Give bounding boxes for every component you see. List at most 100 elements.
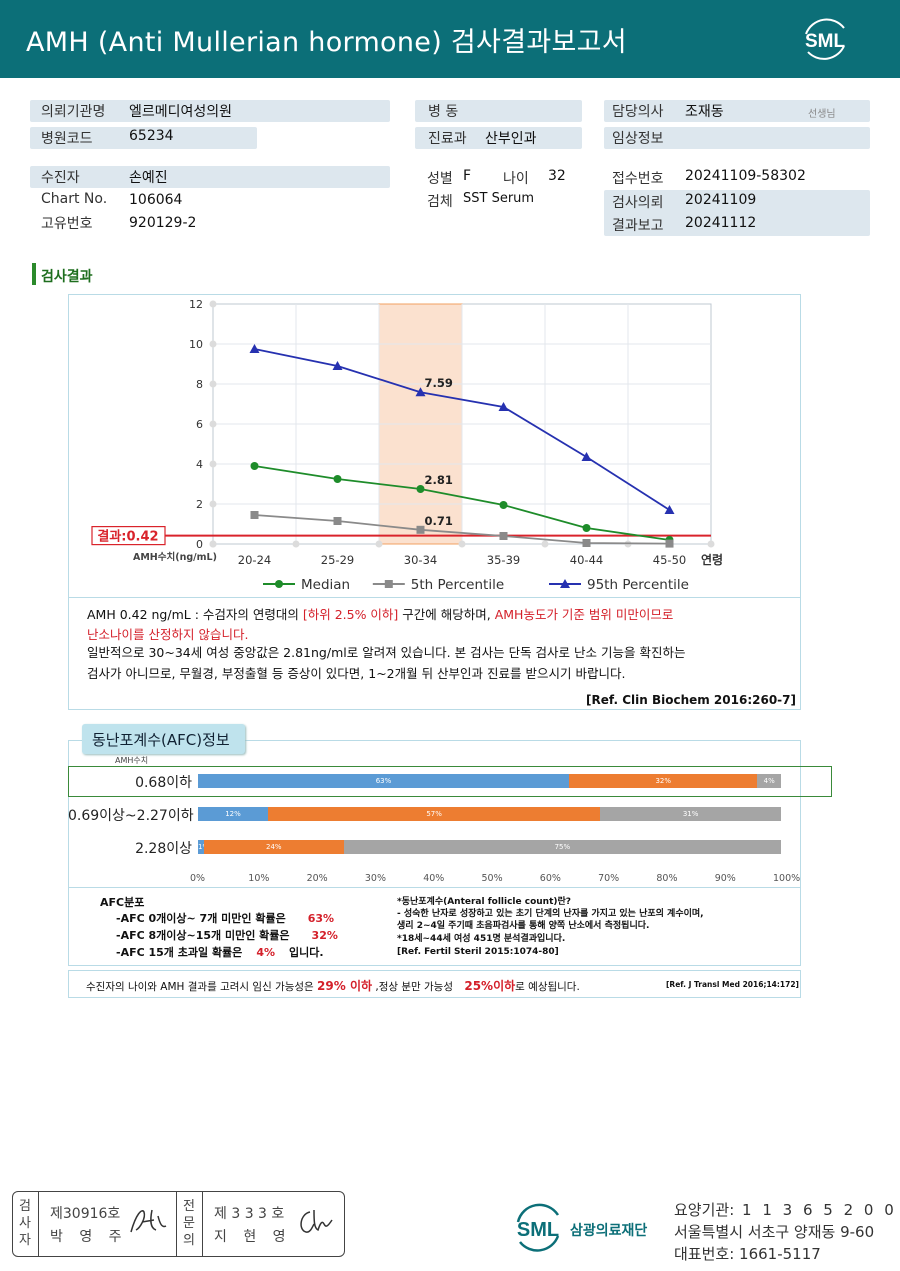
specialist-name: 지 현 영 [214, 1229, 292, 1245]
org-name: 삼광의료재단 [570, 1223, 648, 1239]
afc-x-tick-label: 10% [248, 873, 270, 884]
signature-box [12, 1191, 345, 1257]
result-label: 결과:0.42 [97, 529, 158, 545]
doctor-value: 조재동 [685, 104, 724, 120]
uid-label: 고유번호 [41, 216, 93, 232]
row-bar [415, 100, 582, 122]
x-tick-dot [707, 540, 715, 548]
specimen-value: SST Serum [463, 191, 535, 206]
afc-x-tick-label: 60% [539, 873, 561, 884]
pregnancy-text: 수진자의 나이와 AMH 결과를 고려시 임신 가능성은 29% 이하 ,정상 … [86, 979, 580, 993]
afc-def-4: *18세~44세 여성 451명 분석결과입니다. [397, 934, 566, 944]
y-tick-label: 2 [196, 498, 203, 511]
pregnancy-panel [68, 970, 801, 998]
y-tick-dot [209, 380, 217, 388]
institution-code: 요양기관: 1 1 3 6 5 2 0 0 [674, 1201, 897, 1219]
age-label: 나이 [503, 171, 529, 187]
section-title: 검사결과 [41, 269, 93, 285]
row-bar [30, 100, 390, 122]
examiner-name: 박 영 주 [50, 1229, 128, 1245]
y-tick-dot [209, 460, 217, 468]
chart-label: Chart No. [41, 191, 108, 207]
legend-label: 95th Percentile [587, 577, 689, 593]
data-point [416, 485, 425, 493]
x-tick-label: 45-50 [653, 553, 686, 567]
hospital-code-value: 65234 [129, 128, 174, 144]
afc-def-3: 생리 2~4일 주기때 초음파검사를 통해 양쪽 난소에서 측정됩니다. [397, 921, 650, 931]
x-axis-label: 연령 [701, 552, 723, 567]
afc-dist-title: AFC분포 [100, 896, 145, 909]
afc-x-tick-label: 0% [190, 873, 206, 884]
row-bar [30, 127, 257, 149]
data-point [664, 505, 675, 514]
patient-value: 손예진 [129, 170, 168, 186]
legend-label: 5th Percentile [411, 577, 504, 593]
specimen-label: 검체 [427, 194, 453, 210]
age-value: 32 [548, 168, 566, 184]
data-point [581, 452, 592, 461]
data-label: 7.59 [425, 376, 453, 390]
afc-highlight-row [68, 766, 832, 797]
amh-line-chart: 0 2 4 6 8 10 12 20-24 25-29 30-34 35-39 40-44 45-50 연… [91, 298, 723, 593]
comment-line-3: 일반적으로 30~34세 여성 중앙값은 2.81ng/ml로 알려져 있습니다… [87, 645, 686, 660]
afc-bar-segment: 4% [757, 774, 781, 788]
examiner-vertical-label: 검사자 [19, 1199, 31, 1248]
afc-bar-segment: 1% [198, 840, 204, 854]
org-address: 서울특별시 서초구 양재동 9-60 [674, 1223, 875, 1241]
afc-row-label: 0.69이상~2.27이하 [68, 808, 194, 824]
divider [202, 1191, 203, 1257]
afc-x-tick-label: 100% [773, 873, 801, 884]
chart-value: 106064 [129, 192, 183, 208]
afc-x-tick-label: 70% [598, 873, 620, 884]
receipt-label: 접수번호 [612, 171, 664, 187]
afc-bar-segment: 24% [203, 840, 344, 854]
data-point [498, 402, 509, 411]
afc-bar-segment: 12% [198, 807, 268, 821]
report-date-label: 결과보고 [612, 218, 664, 234]
afc-bar-segment: 31% [600, 807, 781, 821]
x-tick-dot [209, 540, 217, 548]
data-point [499, 501, 508, 509]
x-tick-label: 35-39 [487, 553, 520, 567]
afc-x-tick-label: 40% [423, 873, 445, 884]
institution-value: 엘르메디여성의원 [129, 104, 233, 120]
afc-bar-segment: 63% [198, 774, 569, 788]
sex-value: F [463, 168, 472, 184]
x-tick-label: 40-44 [570, 553, 603, 567]
y-tick-label: 10 [189, 338, 203, 351]
afc-dist-1: -AFC 0개이상~ 7개 미만인 확률은 63% [116, 912, 335, 925]
divider [38, 1191, 39, 1257]
data-point [333, 517, 342, 525]
x-tick-dot [458, 540, 466, 548]
afc-dist-2: -AFC 8개이상~15개 미만인 확률은 32% [116, 929, 338, 942]
sex-label: 성별 [427, 171, 453, 187]
y-tick-dot [209, 420, 217, 428]
ward-label: 병 동 [428, 104, 459, 120]
clinical-label: 임상정보 [612, 131, 664, 147]
doctor-label: 담당의사 [612, 104, 664, 120]
specialist-signature-icon [300, 1209, 333, 1233]
afc-def-1: *동난포계수(Anteral follicle count)란? [397, 897, 571, 907]
section-marker [32, 263, 36, 285]
afc-note-panel [68, 888, 801, 966]
examiner-signature-icon [130, 1209, 167, 1233]
afc-x-tick-label: 20% [306, 873, 328, 884]
result-box [91, 526, 166, 546]
afc-x-tick-label: 50% [481, 873, 503, 884]
legend-label: Median [301, 577, 350, 593]
receipt-value: 20241109-58302 [685, 168, 806, 184]
y-tick-label: 12 [189, 298, 203, 311]
y-tick-label: 4 [196, 458, 203, 471]
report-header [0, 0, 900, 78]
data-point [275, 580, 283, 588]
afc-x-tick-label: 80% [656, 873, 678, 884]
sml-foundation-logo-icon: SML [516, 1203, 560, 1252]
afc-tab: 동난포계수(AFC)정보 [82, 724, 245, 754]
y-tick-dot [209, 300, 217, 308]
data-label: 2.81 [425, 473, 453, 487]
request-label: 검사의뢰 [612, 195, 664, 211]
sml-logo-icon: SML [805, 18, 845, 60]
row-bar [604, 190, 870, 236]
y-tick-dot [209, 340, 217, 348]
specialist-license: 제 3 3 3 호 [214, 1206, 285, 1222]
